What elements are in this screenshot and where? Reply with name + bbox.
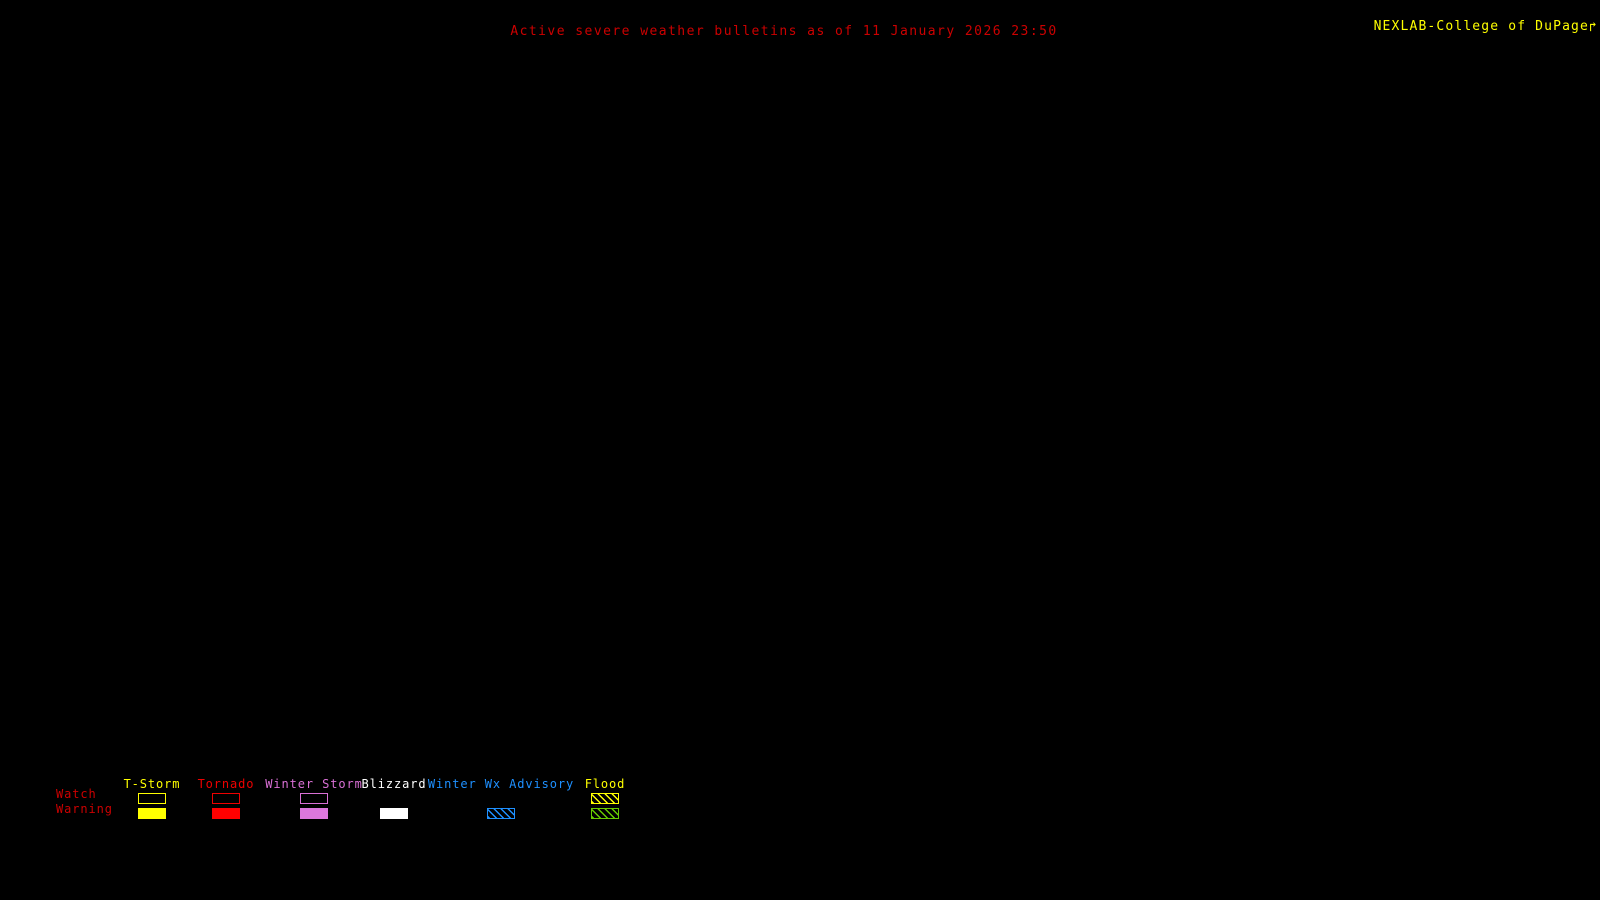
legend-row-label-watch: Watch bbox=[56, 787, 97, 801]
page-title: Active severe weather bulletins as of 11… bbox=[510, 24, 1058, 39]
legend-column: Winter Wx Advisory bbox=[416, 770, 586, 830]
map-canvas[interactable] bbox=[0, 44, 1568, 768]
legend-column-label: Tornado bbox=[197, 777, 255, 791]
legend-column-label: Winter Wx Advisory bbox=[427, 777, 575, 791]
legend-swatch-watch bbox=[138, 793, 166, 804]
legend-column: T-Storm bbox=[104, 770, 200, 830]
legend-swatch-warning bbox=[212, 808, 240, 819]
legend: Watch Warning T-Storm Tornado Winter Storm… bbox=[0, 770, 1568, 830]
legend-column: Flood bbox=[560, 770, 650, 830]
brand-arrow-icon: ↱ bbox=[1589, 20, 1598, 35]
legend-column-label: Flood bbox=[584, 777, 626, 791]
legend-swatch-warning bbox=[487, 808, 515, 819]
legend-swatch-warning bbox=[138, 808, 166, 819]
legend-swatch-watch bbox=[212, 793, 240, 804]
legend-swatch-warning bbox=[300, 808, 328, 819]
legend-swatch-watch bbox=[300, 793, 328, 804]
legend-column: Tornado bbox=[178, 770, 274, 830]
legend-column-label: T-Storm bbox=[123, 777, 181, 791]
legend-column-label: Blizzard bbox=[361, 777, 427, 791]
legend-column: Winter Storm bbox=[249, 770, 379, 830]
legend-swatch-warning bbox=[380, 808, 408, 819]
legend-row-label-warning: Warning bbox=[56, 802, 113, 816]
brand-text: NEXLAB-College of DuPage bbox=[1373, 19, 1590, 34]
legend-swatch-warning bbox=[591, 808, 619, 819]
legend-swatch-watch bbox=[591, 793, 619, 804]
legend-column: Blizzard bbox=[350, 770, 438, 830]
brand-label: NEXLAB-College of DuPage↱ bbox=[1338, 3, 1598, 51]
bulletin-title-bar: Active severe weather bulletins as of 11… bbox=[0, 20, 1568, 40]
legend-column-label: Winter Storm bbox=[265, 777, 363, 791]
